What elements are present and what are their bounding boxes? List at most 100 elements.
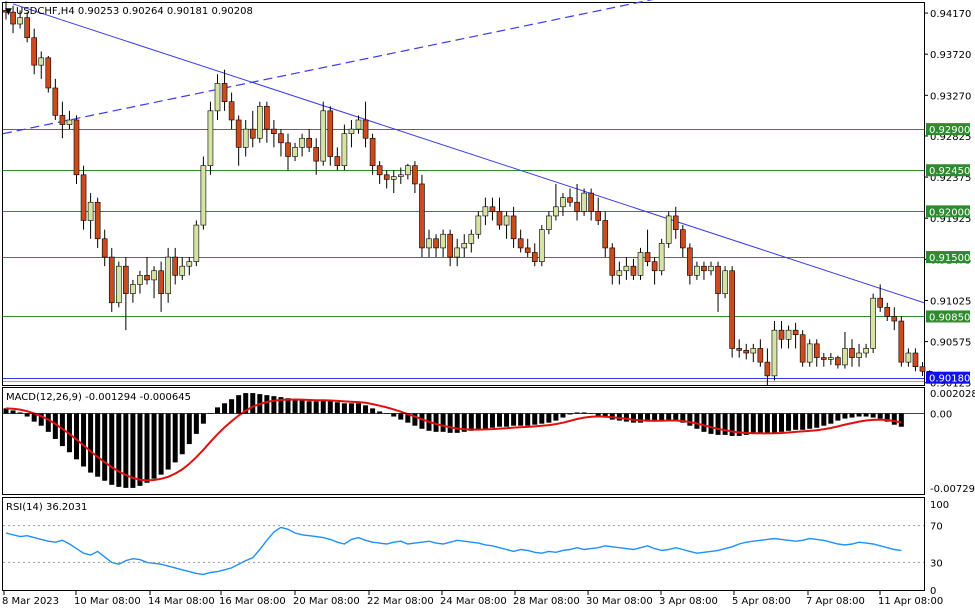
bull-candle (771, 329, 778, 377)
bear-candle (3, 10, 9, 13)
bull-candle (637, 252, 644, 276)
bull-candle (546, 215, 552, 230)
bear-candle (644, 252, 651, 262)
macd-bar (243, 393, 249, 414)
bear-candle (73, 119, 80, 176)
bull-candle (179, 265, 186, 276)
macd-bar (81, 413, 87, 467)
bull-candle (390, 176, 397, 180)
macd-bar (504, 413, 510, 427)
bull-candle (186, 261, 193, 267)
bull-candle (461, 243, 468, 249)
level-label-box (926, 123, 970, 136)
bear-candle (235, 119, 242, 148)
macd-axis: 0.002028 0.00 -0.00729 (3, 389, 975, 495)
bear-candle (94, 201, 101, 240)
chart-title-arrow-icon[interactable]: ▼ (5, 7, 12, 17)
bear-candle (144, 275, 150, 281)
macd-bar (807, 413, 813, 429)
macd-bar (715, 413, 721, 435)
bull-candle (426, 238, 432, 249)
rsi-tick-label: 0 (930, 586, 936, 597)
bear-candle (278, 133, 284, 144)
level-label-box (926, 164, 970, 177)
macd-bar (31, 413, 37, 422)
macd-bar (299, 400, 305, 414)
horizontal-levels[interactable] (3, 129, 924, 382)
time-label: 28 Mar 08:00 (513, 596, 580, 607)
macd-bar (539, 413, 545, 424)
bull-candle (905, 352, 912, 363)
bull-candle (828, 357, 834, 360)
time-label: 7 Apr 08:00 (806, 596, 865, 607)
macd-bar (468, 413, 474, 431)
bull-candle (256, 105, 263, 139)
bear-candle (376, 165, 383, 176)
macd-bar (786, 413, 792, 431)
bear-candle (123, 265, 129, 294)
rsi-panel[interactable] (2, 497, 925, 591)
macd-bar (694, 413, 700, 429)
macd-bar (179, 413, 185, 455)
macd-bar (779, 413, 784, 432)
macd-bar (461, 413, 467, 432)
macd-bar (729, 413, 735, 436)
bull-candle (341, 133, 348, 166)
macd-bar (602, 413, 608, 418)
bull-candle (581, 192, 587, 212)
macd-bar (144, 413, 150, 483)
bear-candle (249, 128, 256, 139)
chart-title: USDCHF,H4 0.90253 0.90264 0.90181 0.9020… (16, 6, 253, 17)
macd-tick-label: -0.00729 (930, 484, 975, 495)
macd-bar (74, 413, 79, 460)
macd-bar (440, 413, 446, 432)
time-label: 8 Mar 2023 (2, 596, 59, 607)
bear-candle (31, 37, 38, 66)
bear-candle (10, 11, 16, 25)
macd-bar (898, 413, 904, 427)
macd-bar (673, 413, 679, 421)
macd-bar (102, 413, 108, 481)
macd-bar (743, 413, 749, 435)
macd-bar (229, 399, 235, 414)
rsi-axis: 100 70 30 0 (3, 500, 949, 597)
bear-candle (757, 348, 764, 363)
macd-bar (292, 399, 298, 414)
macd-bar (560, 413, 566, 418)
macd-bar (630, 413, 636, 423)
macd-bar (736, 413, 742, 436)
bear-candle (383, 174, 390, 180)
macd-histogram (3, 393, 904, 488)
macd-bar (638, 413, 643, 423)
macd-bar (454, 413, 460, 433)
bear-candle (327, 110, 334, 157)
rsi-tick-label: 70 (930, 522, 943, 533)
trend-lines[interactable] (2, 0, 925, 304)
time-label: 14 Mar 08:00 (148, 596, 215, 607)
bull-candle (538, 229, 545, 262)
bear-candle (687, 247, 693, 276)
bear-candle (567, 197, 573, 203)
rsi-series (5, 526, 902, 576)
descending-trendline (12, 3, 925, 304)
bear-candle (884, 307, 891, 317)
macd-bar (320, 400, 326, 414)
macd-bar (3, 408, 9, 414)
macd-bar (722, 413, 728, 435)
bull-candle (503, 215, 510, 226)
macd-bar (24, 413, 30, 417)
bull-candle (165, 256, 171, 294)
macd-bar (285, 398, 291, 414)
macd-bar (518, 413, 524, 426)
bear-candle (496, 211, 503, 226)
price-panel[interactable] (2, 2, 925, 386)
macd-bar (123, 413, 129, 488)
bear-candle (609, 247, 616, 276)
time-label: 20 Mar 08:00 (293, 596, 360, 607)
bear-candle (221, 83, 228, 102)
bear-candle (158, 270, 164, 294)
macd-bar (497, 413, 502, 427)
macd-bar (412, 413, 418, 426)
